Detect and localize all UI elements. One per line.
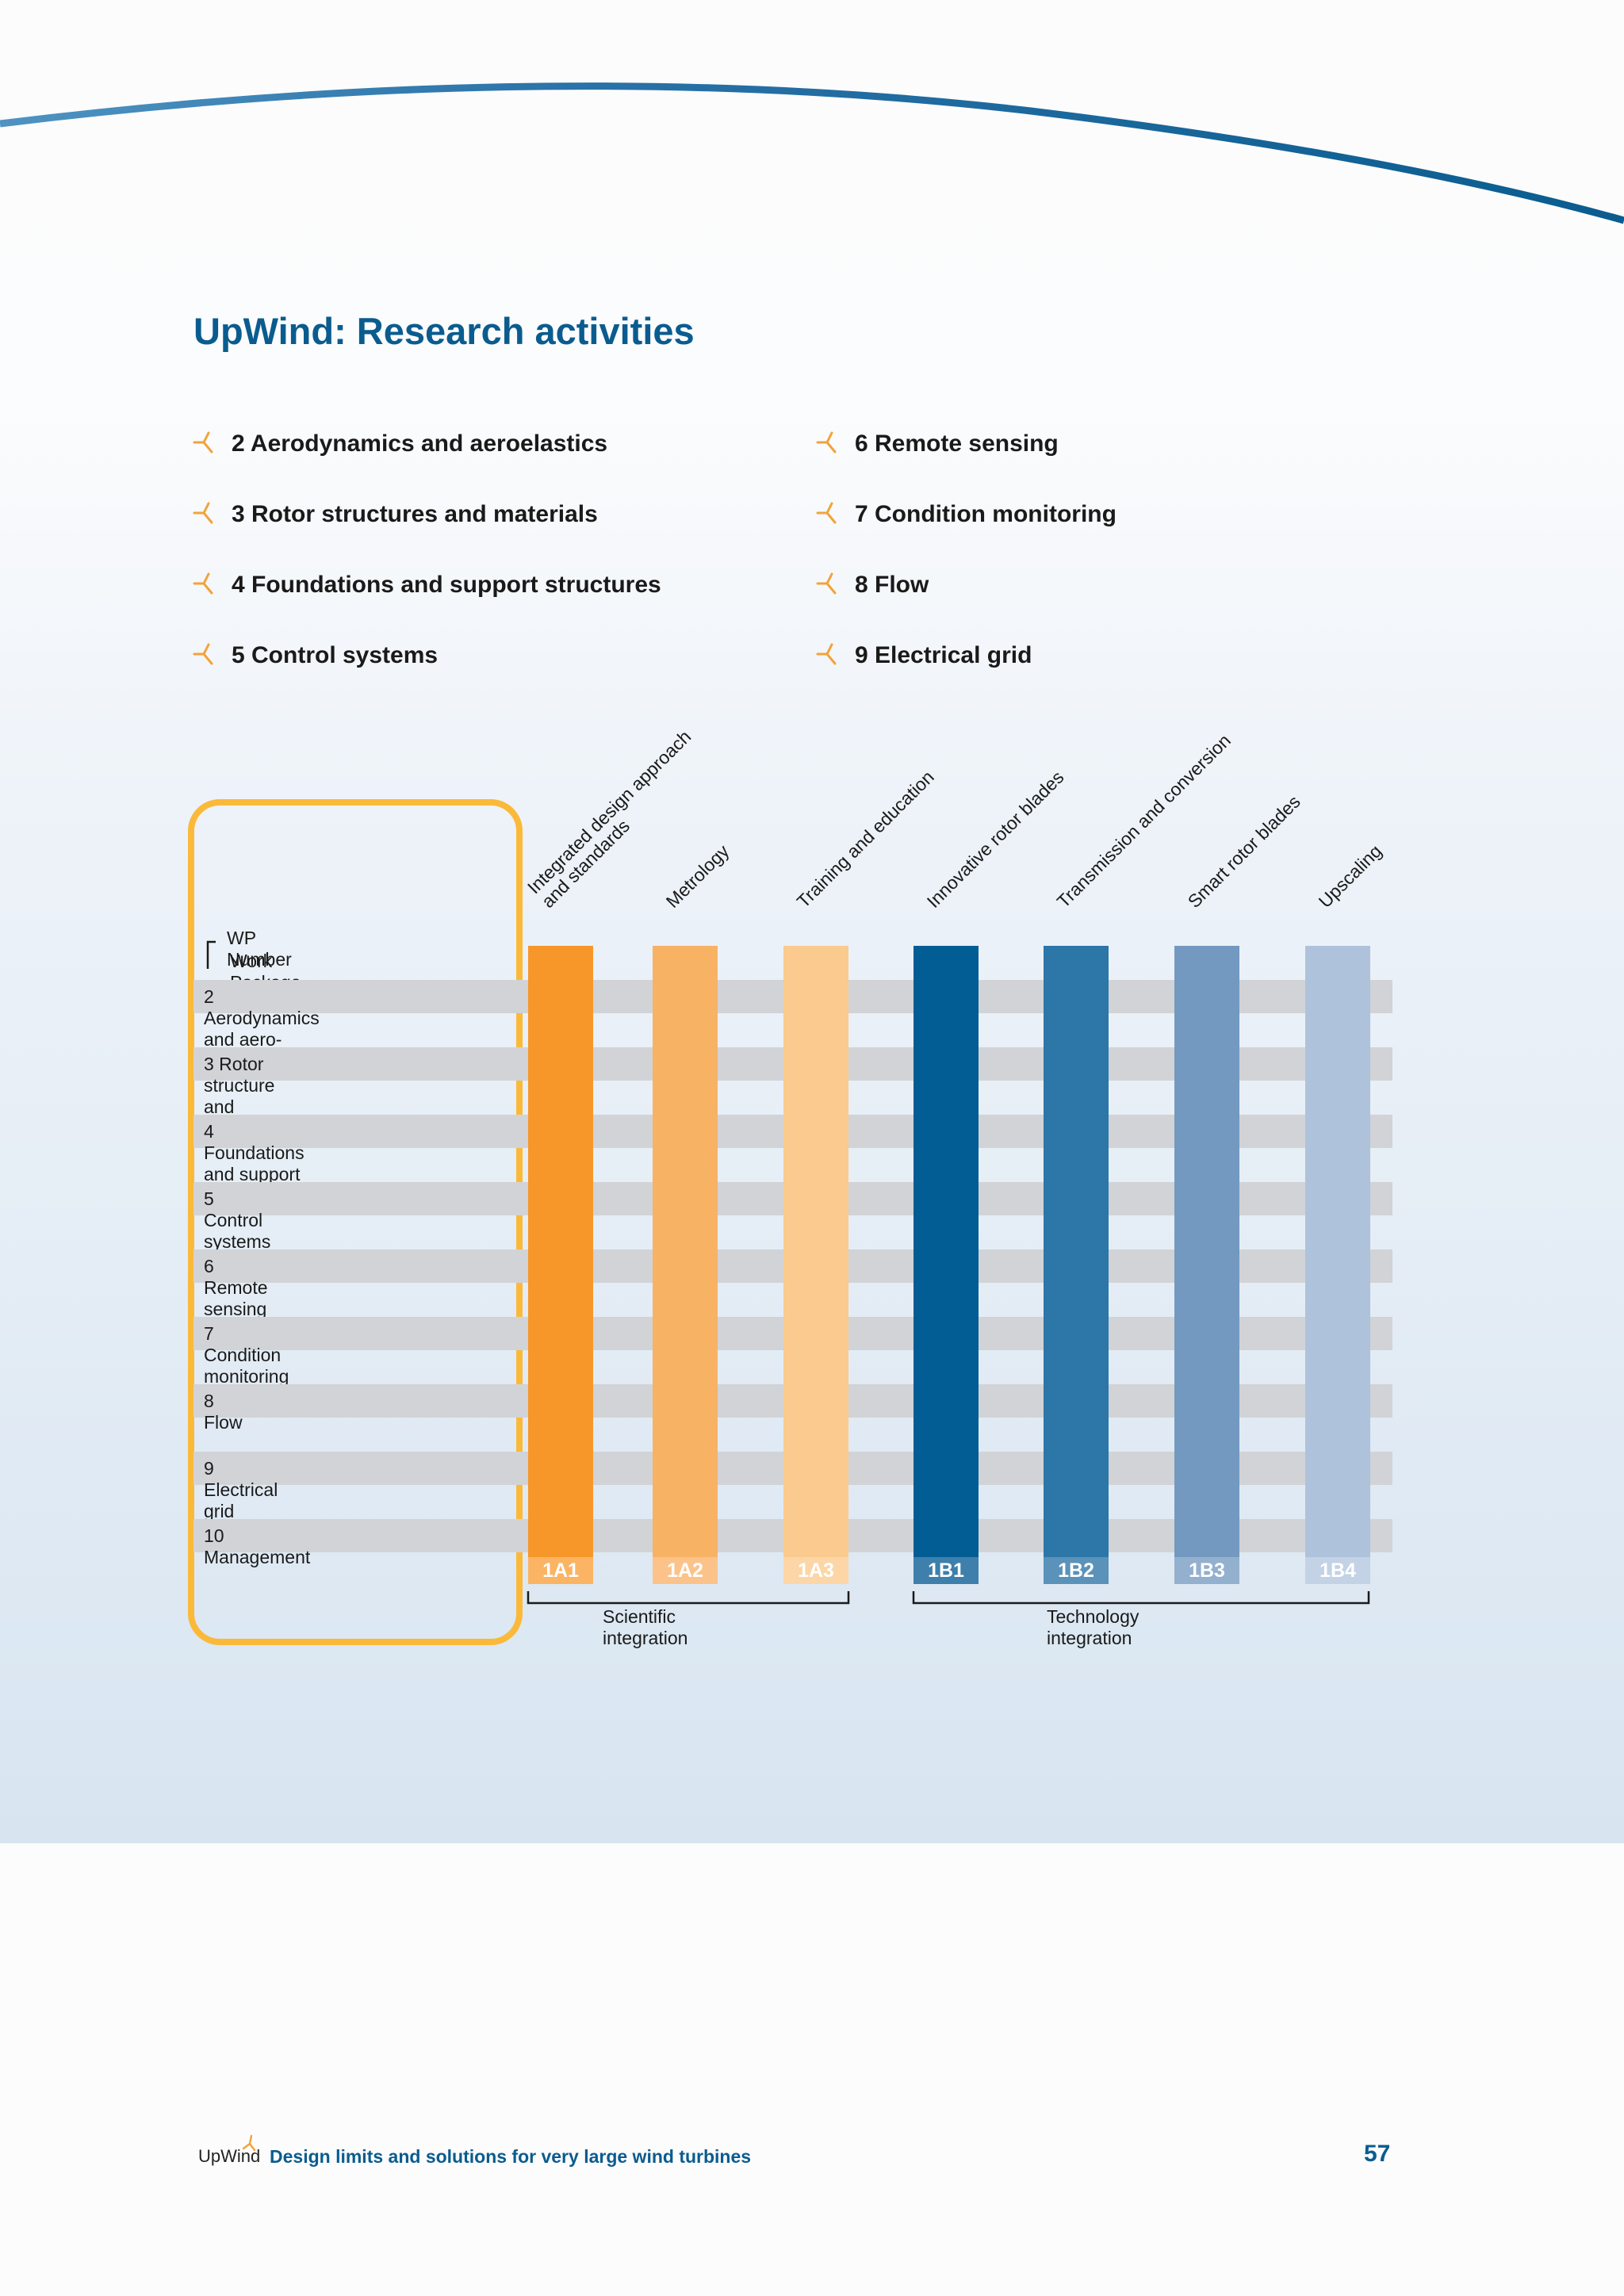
footer-brand: UpWind: [198, 2146, 261, 2166]
column-bar: [1044, 946, 1109, 1582]
column-code: 1A3: [783, 1557, 848, 1584]
turbine-bullet-icon: [193, 643, 213, 665]
turbine-bullet-icon: [193, 502, 213, 524]
column-bar: [528, 946, 593, 1582]
turbine-bullet-icon: [816, 572, 837, 595]
topic-item: 8 Flow: [855, 572, 929, 598]
turbine-bullet-icon: [816, 502, 837, 524]
row-label: 9 Electrical grid: [204, 1458, 278, 1521]
row-label: 7 Condition monitoring: [204, 1323, 289, 1387]
footer-title: Design limits and solutions for very lar…: [270, 2146, 752, 2167]
row-label: 10 Management: [204, 1525, 311, 1567]
column-code: 1B1: [914, 1557, 979, 1584]
column-bar: [653, 946, 718, 1582]
legend-wp-number: WP Number: [227, 928, 292, 970]
column-bar: [1305, 946, 1370, 1582]
page-title: UpWind: Research activities: [193, 310, 695, 352]
decorative-arc: [0, 82, 1624, 224]
column-code: 1A1: [528, 1557, 593, 1584]
topic-item: 9 Electrical grid: [855, 642, 1032, 668]
topic-item: 4 Foundations and support structures: [232, 572, 661, 598]
turbine-bullet-icon: [193, 572, 213, 595]
topic-item: 5 Control systems: [232, 642, 439, 668]
row-label: 8 Flow: [204, 1391, 243, 1433]
footer-logo-icon: [242, 2134, 256, 2152]
column-code: 1B3: [1174, 1557, 1239, 1584]
page-number: 57: [1364, 2141, 1391, 2167]
work-package-frame: [188, 799, 523, 1645]
topic-item: 2 Aerodynamics and aeroelastics: [232, 430, 608, 457]
technology-integration-label: Technology integration: [1047, 1606, 1139, 1648]
legend-corner-mark: [206, 940, 216, 969]
topic-item: 6 Remote sensing: [855, 430, 1059, 457]
column-code: 1A2: [653, 1557, 718, 1584]
scientific-integration-label: Scientific integration: [603, 1606, 688, 1648]
column-bar: [914, 946, 979, 1582]
scientific-bracket: [527, 1591, 850, 1605]
column-code: 1B4: [1305, 1557, 1370, 1584]
turbine-bullet-icon: [816, 431, 837, 453]
row-label: 5 Control systems: [204, 1188, 271, 1252]
topic-item: 3 Rotor structures and materials: [232, 501, 598, 527]
column-code: 1B2: [1044, 1557, 1109, 1584]
topic-item: 7 Condition monitoring: [855, 501, 1116, 527]
turbine-bullet-icon: [193, 431, 213, 453]
row-label: 6 Remote sensing: [204, 1256, 268, 1319]
turbine-bullet-icon: [816, 643, 837, 665]
column-bar: [1174, 946, 1239, 1582]
technology-bracket: [912, 1591, 1370, 1605]
column-bar: [783, 946, 848, 1582]
